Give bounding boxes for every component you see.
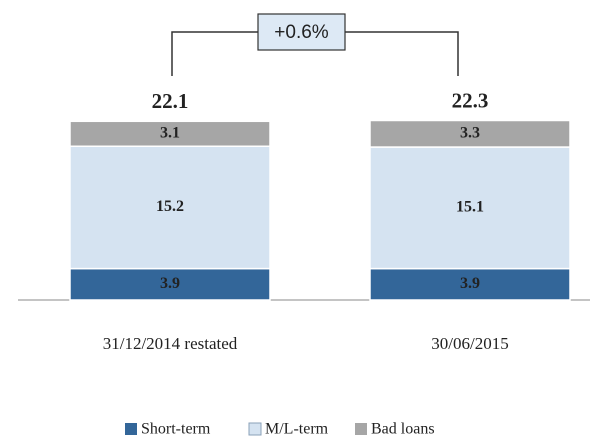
bar-segment [69,120,271,147]
bar-segment [369,146,571,270]
value-label: 15.2 [156,198,184,215]
legend-swatch [355,423,367,435]
total-label: 22.1 [152,89,189,113]
value-label: 3.9 [460,275,480,292]
bracket-left [171,31,258,76]
value-label: 3.1 [160,124,180,141]
bar-segment [369,119,571,148]
value-label: 3.3 [460,124,480,141]
legend-label: Short-term [141,421,211,438]
x-tick-label: 31/12/2014 restated [103,334,238,353]
legend-swatch [248,422,262,436]
total-label: 22.3 [452,88,489,112]
legend-swatch [125,423,137,435]
legend-label: M/L-term [265,421,329,438]
value-label: 3.9 [160,275,180,292]
legend-label: Bad loans [371,421,435,438]
annotation: +0.6% [274,22,329,43]
bar-segment [369,267,571,301]
bar-segment [69,267,271,301]
annotation-box [257,13,346,51]
value-label: 15.1 [456,198,484,215]
x-tick-label: 30/06/2015 [431,334,508,353]
bracket-right [345,31,459,76]
